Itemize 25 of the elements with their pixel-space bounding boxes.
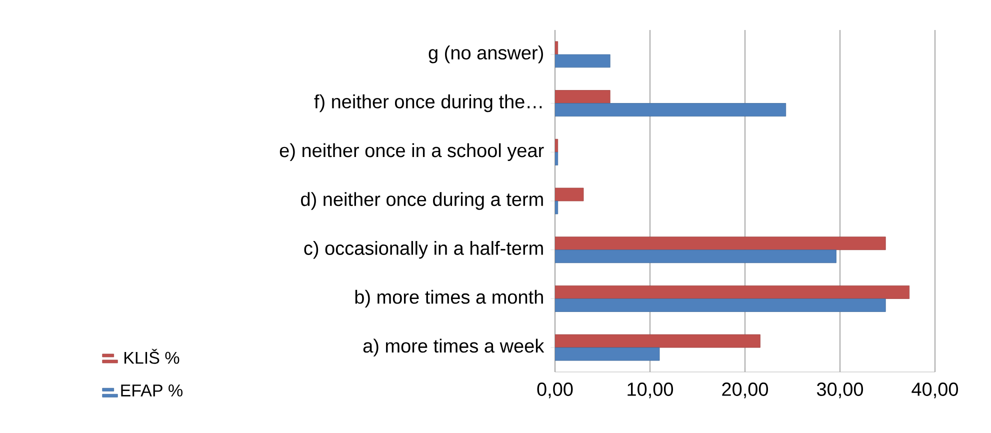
bar [555,347,660,361]
y-tick-label: d) neither once during a term [301,192,543,210]
legend-label: KLIŠ % [124,348,180,364]
y-tick-label: e) neither once in a school year [280,143,544,161]
bar [555,152,558,166]
bar [555,286,910,299]
x-tick-label: 20,00 [722,382,768,398]
y-tick-label: b) more times a month [355,290,543,308]
bar [555,103,786,116]
legend-label: EFAP % [121,384,182,396]
bar [555,54,610,68]
bar [555,298,886,312]
bar [555,250,836,264]
y-tick-label: c) occasionally in a half-term [304,240,543,259]
y-tick-label: g (no answer) [428,46,543,64]
bar [555,334,760,348]
x-tick-label: 40,00 [912,382,958,398]
x-tick-label: 0,00 [537,382,573,398]
bar [555,90,610,104]
bar [555,236,886,250]
bar [555,200,558,214]
x-tick-label: 10,00 [628,382,674,398]
x-tick-label: 30,00 [816,382,864,398]
y-tick-label: a) more times a week [363,338,544,356]
y-tick-label: f) neither once during the… [314,94,542,112]
